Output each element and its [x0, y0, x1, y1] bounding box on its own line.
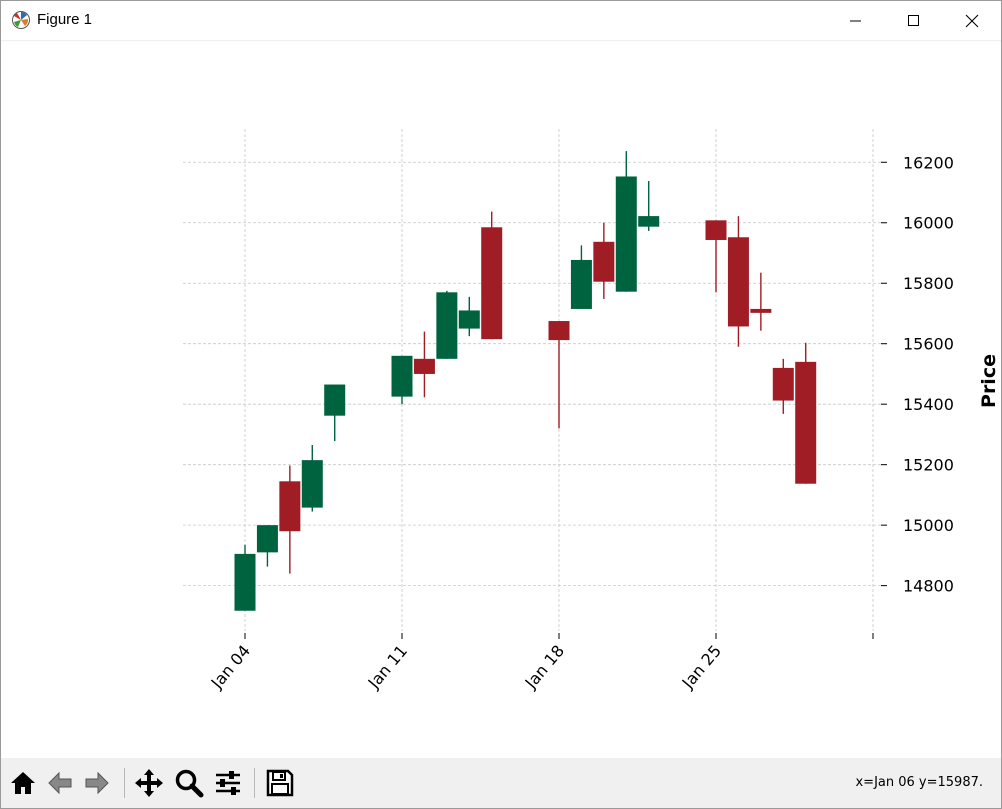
zoom-button[interactable] — [172, 766, 206, 800]
candle-body — [548, 321, 570, 341]
candle-body — [324, 384, 346, 416]
zoom-icon — [175, 769, 204, 798]
forward-arrow-icon — [85, 771, 109, 795]
candle-jan-04 — [234, 544, 256, 611]
maximize-button[interactable] — [885, 1, 943, 40]
candle-jan-26 — [727, 216, 749, 347]
candle-jan-08 — [324, 384, 346, 442]
y-tick-label: 16000 — [903, 214, 954, 233]
candle-jan-19 — [570, 245, 592, 309]
x-axis: Jan 04 Jan 11 Jan 18 Jan 25 — [207, 633, 874, 693]
candle-body — [279, 481, 301, 532]
home-icon — [11, 772, 35, 794]
configure-subplots-button[interactable] — [211, 766, 245, 800]
toolbar-separator — [254, 768, 255, 798]
candle-body — [481, 227, 503, 340]
y-tick-label: 15800 — [903, 274, 954, 293]
candle-jan-15 — [481, 211, 503, 340]
home-button[interactable] — [6, 766, 40, 800]
pan-icon — [135, 769, 163, 797]
candle-jan-12 — [413, 331, 435, 398]
candle-jan-22 — [638, 181, 660, 231]
candle-jan-13 — [436, 290, 458, 359]
candle-jan-18 — [548, 321, 570, 429]
minimize-button[interactable] — [827, 1, 885, 40]
minimize-icon — [850, 20, 861, 21]
y-tick-label: 14800 — [903, 577, 954, 596]
candle-jan-14 — [458, 296, 480, 337]
back-button[interactable] — [43, 766, 77, 800]
y-tick-label: 16200 — [903, 153, 954, 172]
candlestick-chart: 14800 15000 15200 15400 15600 15800 16000 16200… — [183, 129, 1000, 693]
window-title: Figure 1 — [37, 11, 93, 28]
candle-body — [256, 525, 278, 553]
toolbar-separator — [124, 768, 125, 798]
y-axis-label: Price — [978, 354, 1000, 408]
y-tick-label: 15600 — [903, 335, 954, 354]
y-tick-label: 15200 — [903, 456, 954, 475]
candle-body — [727, 237, 749, 327]
candle-body — [436, 292, 458, 359]
forward-button[interactable] — [80, 766, 114, 800]
close-button[interactable] — [943, 1, 1001, 40]
y-tick-label: 15000 — [903, 516, 954, 535]
x-tick-label: Jan 18 — [521, 641, 568, 692]
candle-jan-05 — [256, 525, 278, 567]
candle-body — [772, 367, 794, 401]
candle-body — [705, 220, 727, 240]
cursor-coordinates-readout: x=Jan 06 y=15987. — [855, 775, 983, 790]
candle-body — [570, 259, 592, 309]
x-tick-label: Jan 25 — [678, 641, 725, 692]
candle-body — [638, 216, 660, 227]
candle-body — [301, 460, 323, 508]
save-icon — [266, 769, 294, 797]
y-axis: 14800 15000 15200 15400 15600 15800 16000 16200 — [881, 153, 954, 596]
candle-body — [413, 358, 435, 374]
candle-body — [391, 355, 413, 397]
close-icon — [965, 14, 979, 27]
candle-body — [234, 553, 256, 611]
save-button[interactable] — [263, 766, 297, 800]
candle-jan-11 — [391, 355, 413, 405]
back-arrow-icon — [48, 771, 72, 795]
candle-body — [458, 310, 480, 329]
candle-jan-25 — [705, 220, 727, 293]
candle-jan-28 — [772, 358, 794, 414]
chart-canvas[interactable]: 14800 15000 15200 15400 15600 15800 16000 16200… — [1, 41, 1001, 758]
candle-body — [615, 176, 637, 292]
pan-button[interactable] — [132, 766, 166, 800]
maximize-icon — [908, 14, 919, 26]
navigation-toolbar: x=Jan 06 y=15987. — [1, 758, 1001, 808]
candle-body — [750, 308, 772, 313]
candle-jan-20 — [593, 222, 615, 299]
candle-body — [593, 241, 615, 282]
candle-jan-07 — [301, 445, 323, 512]
candle-jan-06 — [279, 465, 301, 574]
candle-jan-29 — [795, 342, 817, 484]
y-tick-label: 15400 — [903, 395, 954, 414]
x-tick-label: Jan 11 — [364, 641, 411, 692]
candle-jan-21 — [615, 151, 637, 292]
candle-jan-27 — [750, 272, 772, 331]
x-tick-label: Jan 04 — [207, 641, 254, 692]
candles — [234, 151, 817, 611]
candle-body — [795, 361, 817, 484]
configure-subplots-icon — [216, 771, 240, 795]
matplotlib-app-icon — [11, 10, 31, 30]
title-bar: Figure 1 — [1, 1, 1001, 41]
